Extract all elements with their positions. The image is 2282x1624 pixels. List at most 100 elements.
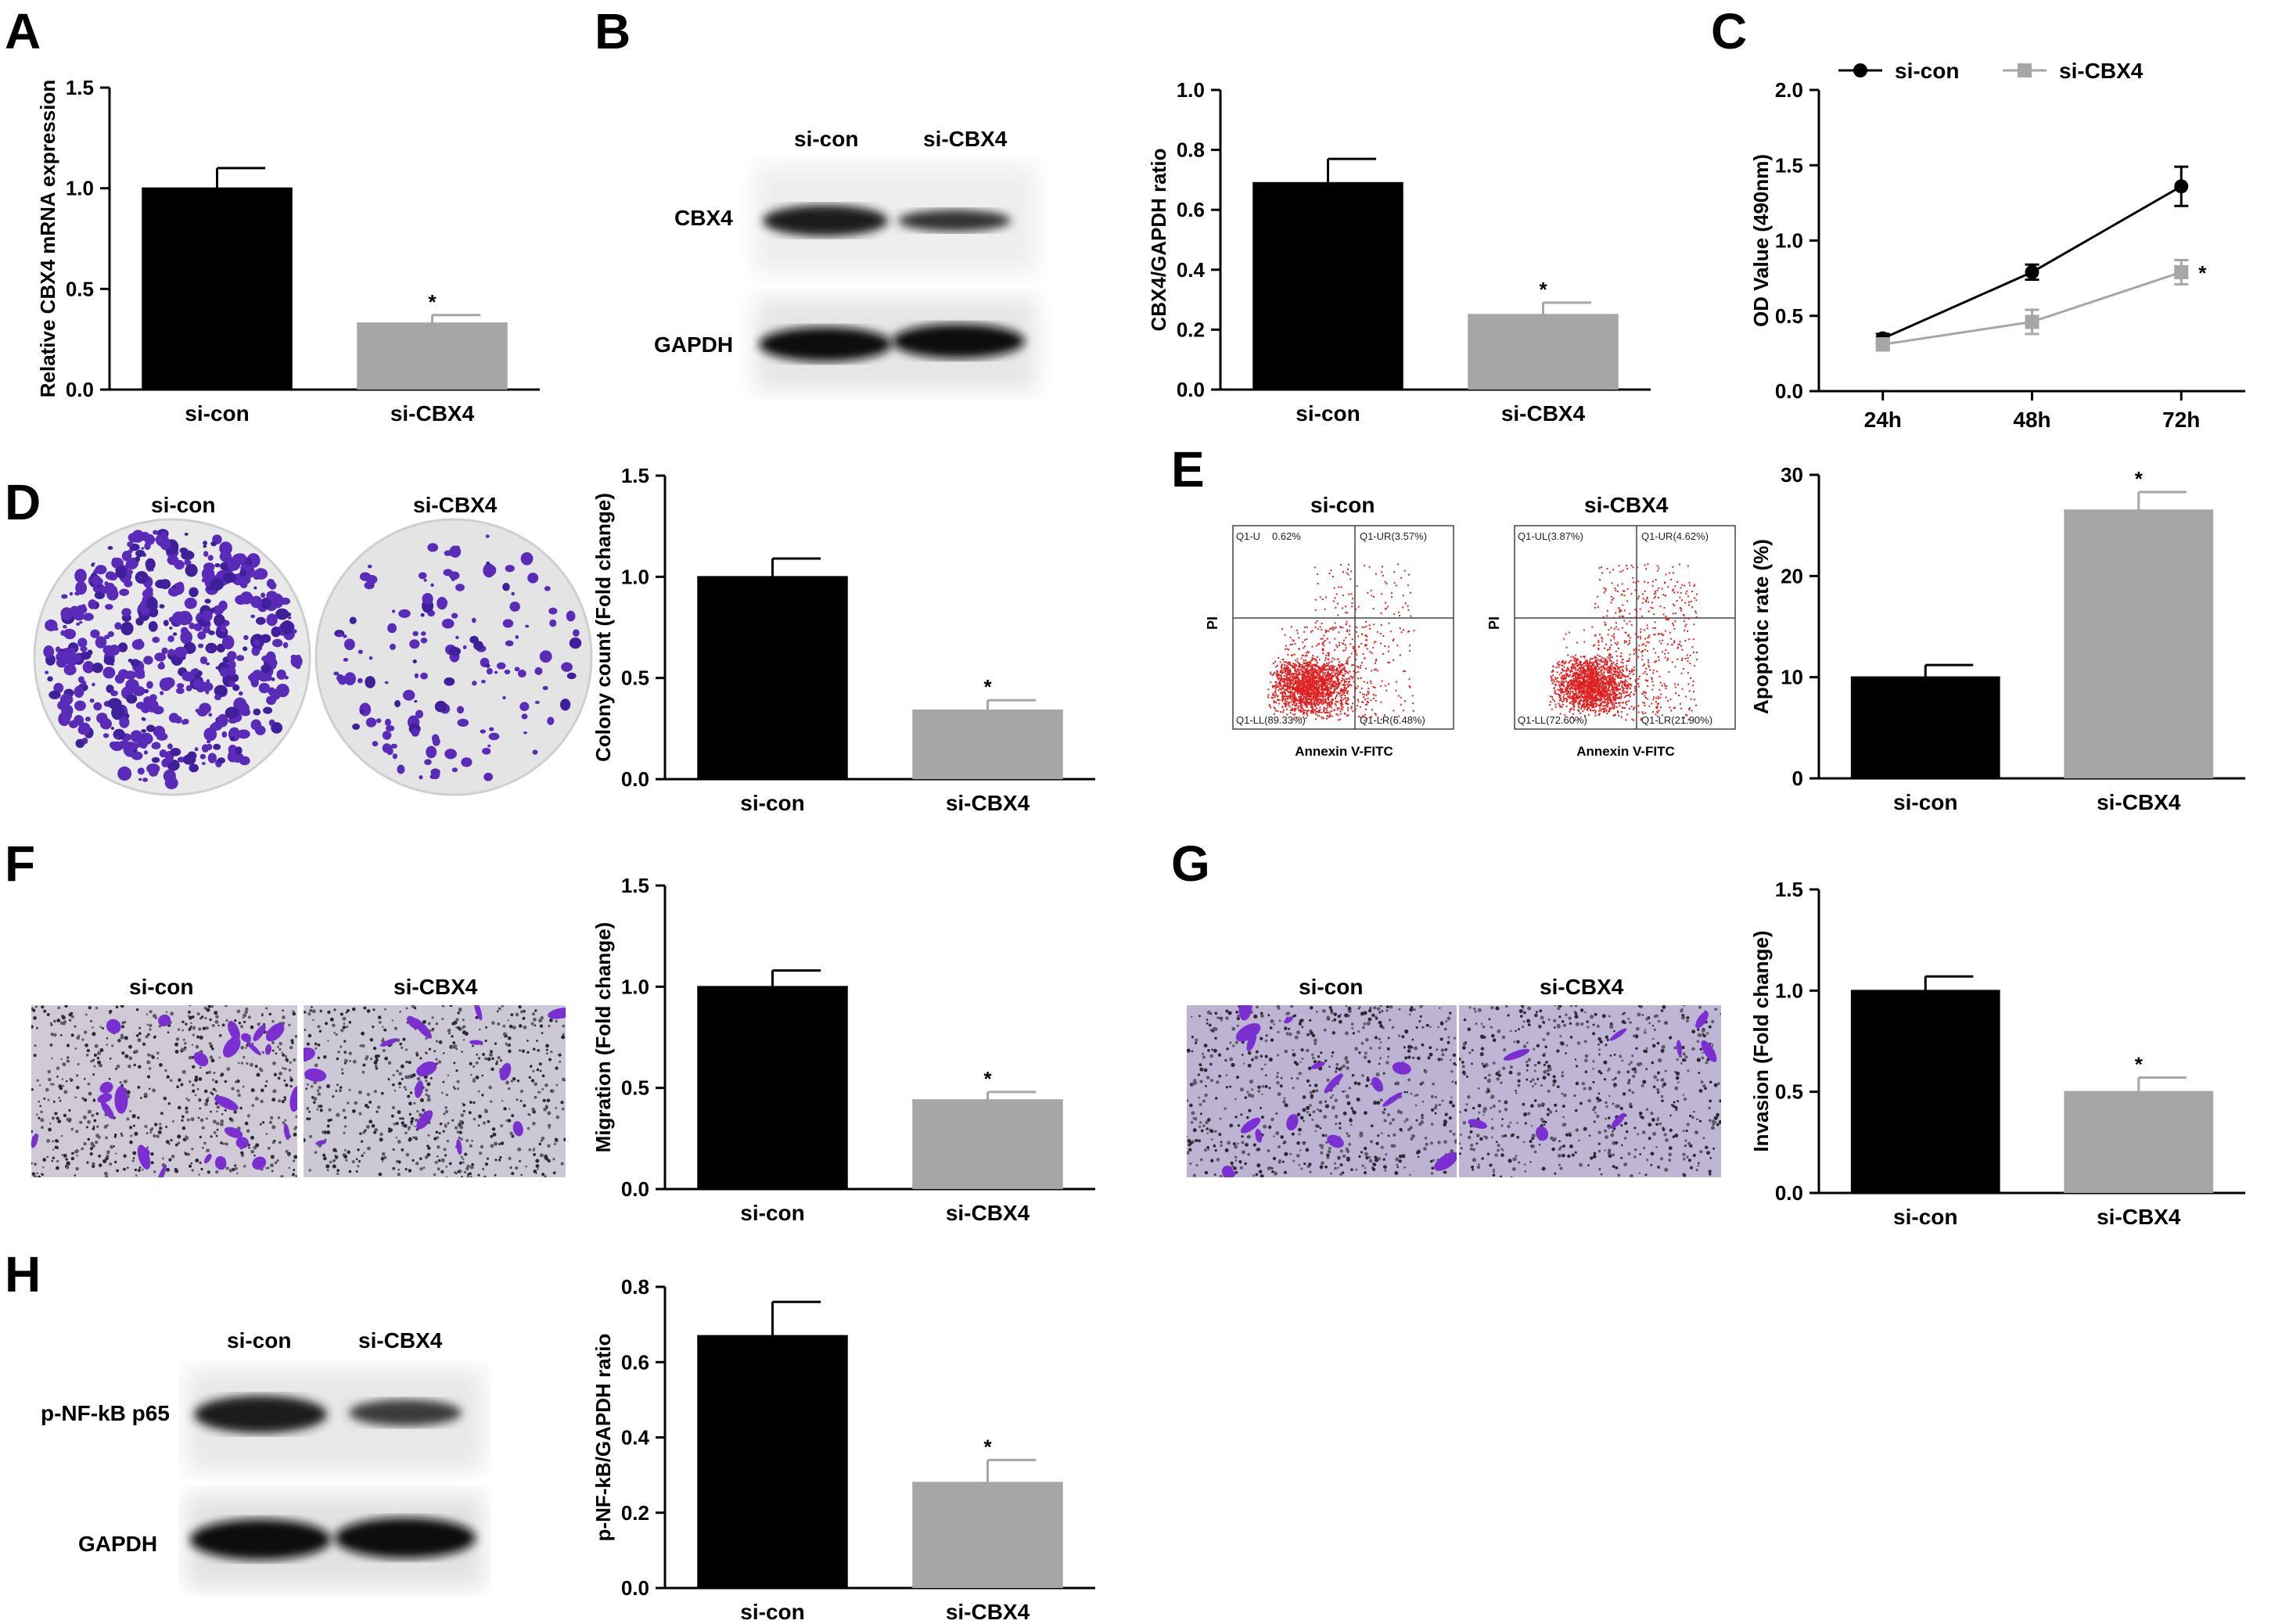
flow-dot: [1611, 672, 1613, 674]
flow-dot: [1344, 649, 1346, 652]
flow-dot: [1598, 695, 1601, 698]
flow-dot: [1652, 699, 1655, 701]
flow-dot: [1298, 702, 1300, 704]
flow-dot: [1552, 670, 1554, 673]
flow-dot: [1679, 702, 1681, 705]
flow-dot: [1563, 697, 1565, 699]
flow-dot: [1633, 719, 1635, 721]
flow-dot: [1660, 642, 1662, 645]
flow-dot: [1588, 666, 1590, 668]
flow-dot: [1328, 573, 1331, 575]
flow-dot: [1278, 674, 1280, 676]
flow-dot: [1305, 717, 1307, 719]
flow-dot: [1311, 630, 1313, 632]
flow-dot: [1321, 689, 1324, 692]
flow-dot: [1671, 644, 1673, 646]
flow-dot: [1322, 676, 1324, 678]
colony: [336, 674, 344, 682]
flow-dot: [1365, 620, 1367, 623]
flow-dot: [1593, 670, 1595, 673]
flow-dot: [1600, 677, 1602, 680]
flow-dot: [1574, 688, 1576, 691]
flow-dot: [1606, 615, 1608, 617]
flow-dot: [1276, 676, 1278, 678]
flow-dot: [1324, 688, 1326, 690]
flow-dot: [1572, 702, 1575, 705]
flow-dot: [1313, 658, 1316, 660]
flow-dot: [1365, 704, 1367, 706]
flow-dot: [1687, 617, 1690, 620]
flow-dot: [1290, 701, 1292, 703]
flow-dot: [1303, 678, 1305, 681]
panel-letter-b: B: [595, 3, 631, 59]
flow-dot: [1285, 703, 1288, 706]
flow-dot: [1321, 716, 1323, 718]
flow-dot: [1645, 692, 1648, 694]
flow-dot: [1281, 667, 1283, 670]
flow-dot: [1341, 607, 1343, 609]
flow-dot: [1331, 692, 1333, 694]
flow-dot: [1593, 664, 1595, 666]
flow-dot: [1361, 701, 1364, 703]
flow-dot: [1657, 633, 1659, 635]
flow-dot: [1601, 661, 1603, 663]
flow-dot: [1293, 698, 1296, 700]
flow-dot: [1654, 660, 1656, 663]
flow-dot: [1322, 717, 1324, 720]
flow-dot: [1364, 667, 1367, 670]
flow-dot: [1285, 684, 1287, 686]
flow-dot: [1684, 639, 1687, 641]
flow-dot: [1565, 670, 1567, 673]
flow-dot: [1388, 683, 1390, 685]
flow-dot: [1640, 719, 1642, 721]
flow-dot: [1572, 699, 1574, 701]
flow-dot: [1293, 688, 1296, 691]
flow-dot: [1363, 696, 1365, 699]
flow-dot: [1320, 699, 1322, 702]
flow-dot: [1313, 663, 1316, 666]
flow-dot: [1296, 674, 1298, 676]
flow-dot: [1287, 681, 1289, 684]
colony: [352, 723, 360, 731]
flow-dot: [1667, 586, 1669, 588]
flow-dot: [1303, 674, 1306, 677]
flow-dot: [1272, 686, 1274, 688]
flow-dot: [1313, 684, 1315, 687]
flow-dot: [1312, 712, 1314, 714]
flow-dot: [1330, 690, 1332, 692]
flow-dot: [1598, 674, 1601, 677]
flow-dot: [1563, 666, 1565, 668]
flow-dot: [1597, 639, 1600, 641]
flow-dot: [1603, 662, 1605, 664]
flow-dot: [1305, 685, 1307, 688]
flow-dot: [1572, 681, 1575, 683]
flow-dot: [1352, 598, 1354, 600]
flow-dot: [1301, 654, 1303, 656]
flow-dot: [1605, 709, 1608, 711]
flow-dot: [1587, 673, 1589, 675]
flow-dot: [1625, 666, 1627, 669]
flow-dot: [1594, 691, 1596, 693]
flow-dot: [1576, 687, 1579, 689]
colony: [483, 772, 494, 781]
flow-dot: [1580, 672, 1583, 674]
flow-dot: [1569, 710, 1571, 713]
flow-dot: [1328, 679, 1330, 681]
colony: [455, 584, 465, 591]
flow-e-left-ur: Q1-UR(3.57%): [1360, 530, 1427, 542]
flow-dot: [1612, 692, 1614, 695]
flow-dot: [1617, 688, 1619, 690]
flow-dot: [1286, 700, 1288, 702]
flow-dot: [1321, 622, 1323, 624]
colony: [176, 683, 185, 689]
flow-dot: [1613, 679, 1615, 681]
flow-dot: [1689, 663, 1691, 665]
flow-dot: [1578, 673, 1580, 675]
panel-letter-c: C: [1711, 3, 1748, 59]
colony: [534, 666, 543, 675]
colony: [225, 545, 230, 551]
flow-dot: [1635, 651, 1637, 653]
flow-dot: [1311, 645, 1313, 648]
flow-dot: [1592, 693, 1594, 695]
